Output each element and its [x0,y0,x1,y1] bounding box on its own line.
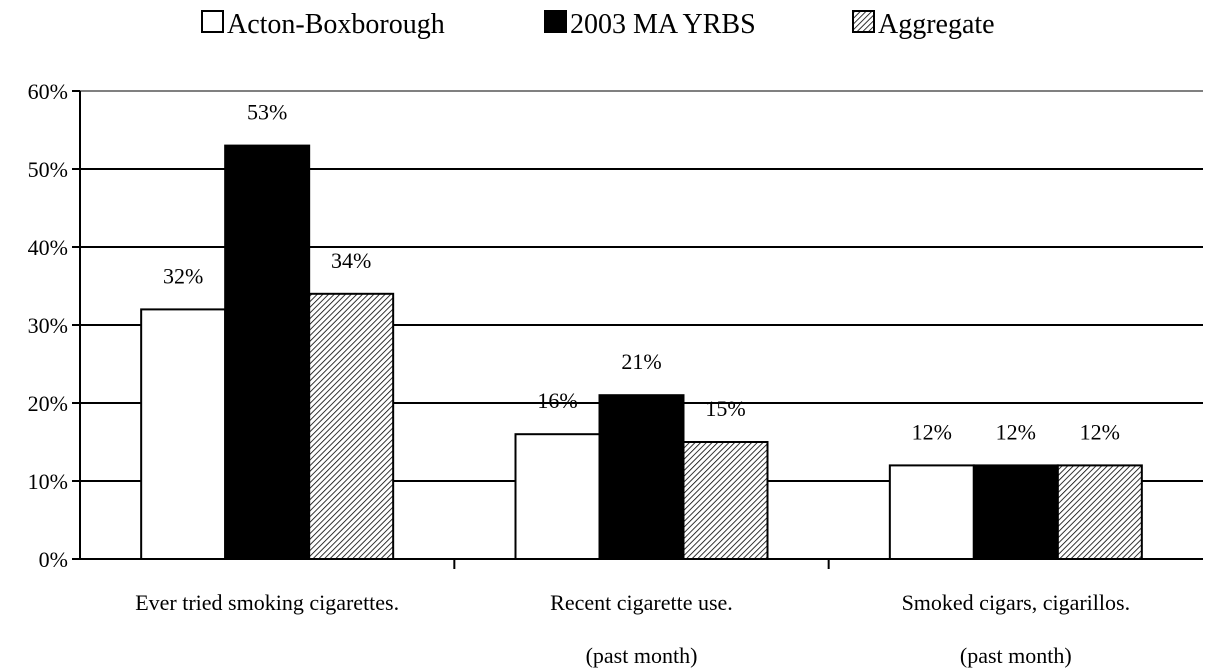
legend-swatch-acton-boxborough [201,10,224,33]
legend-label-acton-boxborough: Acton-Boxborough [227,9,445,40]
bar-acton-boxborough-2 [514,433,601,561]
bar-2003-ma-yrbs-3 [972,464,1059,560]
y-tick-label: 50% [28,157,68,182]
bar-acton-boxborough-3 [888,464,975,560]
x-tick-label: (past month) [960,643,1072,668]
x-tick-label: Recent cigarette use. [550,590,733,615]
data-label-aggregate-2: 15% [705,396,745,421]
data-label-aggregate-3: 12% [1080,419,1120,444]
y-tick-label: 20% [28,391,68,416]
y-tick-label: 30% [28,313,68,338]
data-label-2003-ma-yrbs-3: 12% [996,419,1036,444]
data-label-acton-boxborough-3: 12% [912,419,952,444]
x-axis: Ever tried smoking cigarettes. Recent cig… [80,558,1203,668]
data-labels: 32% 53% 34% 16% 21% 15% 12% 12% 12% [163,100,1120,445]
bar-aggregate-1 [308,292,395,560]
x-tick-label: Smoked cigars, cigarillos. [902,590,1131,615]
legend-label-2003-ma-yrbs: 2003 MA YRBS [570,9,756,40]
bar-aggregate-3 [1056,464,1143,560]
data-label-acton-boxborough-2: 16% [537,388,577,413]
y-tick-label: 0% [39,547,68,572]
y-tick-label: 40% [28,235,68,260]
data-label-2003-ma-yrbs-1: 53% [247,100,287,125]
x-tick-label: Ever tried smoking cigarettes. [135,590,399,615]
y-tick-label: 10% [28,469,68,494]
bar-aggregate-2 [682,441,769,560]
data-label-2003-ma-yrbs-2: 21% [621,349,661,374]
data-label-acton-boxborough-1: 32% [163,263,203,288]
x-tick-label: (past month) [586,643,698,668]
bar-2003-ma-yrbs-2 [598,394,685,561]
legend-swatch-2003-ma-yrbs [544,10,567,33]
legend-label-aggregate: Aggregate [878,9,995,40]
y-tick-label: 60% [28,79,68,104]
y-axis: 0% 10% 20% 30% 40% 50% 60% [28,79,81,572]
bars [140,144,1143,561]
data-label-aggregate-1: 34% [331,248,371,273]
bar-2003-ma-yrbs-1 [224,144,311,560]
bar-acton-boxborough-1 [140,308,227,560]
legend: Acton-Boxborough 2003 MA YRBS Aggregate [201,9,995,40]
legend-swatch-aggregate [852,10,875,33]
